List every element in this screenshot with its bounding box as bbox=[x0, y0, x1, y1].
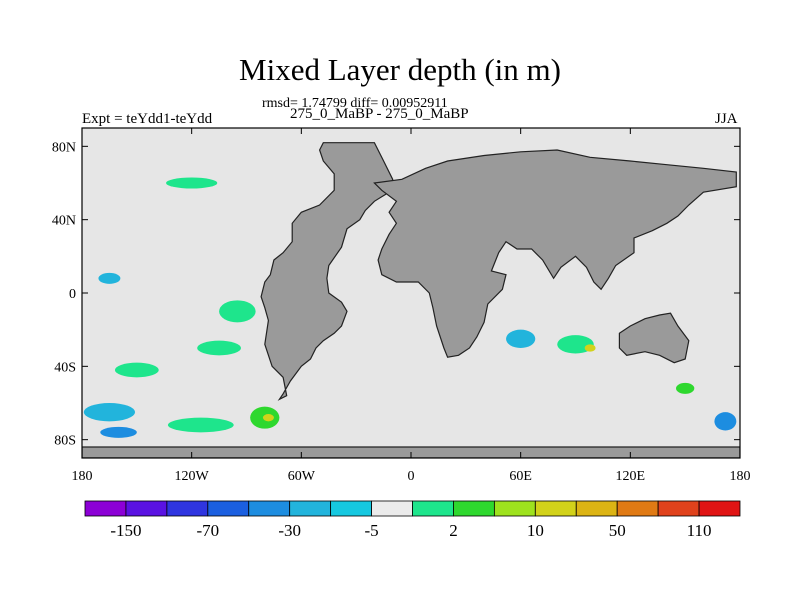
colorbar-label: -70 bbox=[196, 521, 219, 540]
y-tick-label: 40N bbox=[52, 214, 76, 229]
colorbar-box bbox=[289, 500, 332, 517]
colorbar-box bbox=[453, 500, 495, 517]
patch-west-pacific bbox=[506, 329, 536, 349]
patch-southern-ocean-2 bbox=[167, 417, 234, 433]
patch-southern-ocean-1 bbox=[83, 403, 136, 422]
patch-indian-ocean-core bbox=[584, 344, 596, 352]
x-tick-label: 180 bbox=[72, 469, 93, 484]
x-tick-label: 120E bbox=[616, 469, 646, 484]
colorbar-box bbox=[248, 500, 291, 517]
patch-southern-ocean-core bbox=[262, 414, 274, 422]
colorbar-box bbox=[534, 500, 577, 517]
colorbar-label: -150 bbox=[110, 521, 141, 540]
colorbar-box bbox=[412, 500, 454, 517]
x-tick-label: 120W bbox=[175, 469, 210, 484]
land-africa-eurasia bbox=[373, 149, 737, 358]
land-americas bbox=[260, 142, 394, 401]
x-tick-label: 60E bbox=[509, 469, 532, 484]
patch-south-pacific-2 bbox=[114, 362, 159, 378]
x-tick-label: 180 bbox=[730, 469, 751, 484]
colorbar-label: 2 bbox=[449, 521, 458, 540]
colorbar-box bbox=[84, 500, 127, 517]
y-tick-label: 80N bbox=[52, 140, 76, 155]
y-tick-label: 80S bbox=[54, 434, 76, 449]
colorbar-label: -5 bbox=[364, 521, 378, 540]
colorbar-box bbox=[330, 500, 372, 517]
rmsd-diff-stats: rmsd= 1.74799 diff= 0.00952911 bbox=[262, 96, 448, 111]
patch-southern-ocean-6 bbox=[676, 382, 695, 394]
x-tick-label: 60W bbox=[288, 469, 316, 484]
x-tick-label: 0 bbox=[408, 469, 415, 484]
patch-north-pacific bbox=[166, 177, 218, 189]
colorbar-box bbox=[371, 500, 413, 517]
chart-title: Mixed Layer depth (in m) bbox=[239, 52, 561, 87]
colorbar-box bbox=[575, 500, 618, 517]
colorbar-label: 10 bbox=[527, 521, 544, 540]
y-tick-label: 40S bbox=[54, 360, 76, 375]
land-australia bbox=[618, 312, 690, 364]
patch-south-pacific-1 bbox=[197, 340, 242, 356]
colorbar-label: -30 bbox=[278, 521, 301, 540]
y-tick-label: 0 bbox=[69, 287, 76, 302]
colorbar-box bbox=[493, 500, 536, 517]
colorbar-box bbox=[125, 500, 168, 517]
colorbar-box bbox=[657, 500, 700, 517]
colorbar-label: 50 bbox=[609, 521, 626, 540]
experiment-label: Expt = teYdd1-teYdd bbox=[82, 111, 213, 127]
patch-southern-ocean-4 bbox=[100, 426, 137, 438]
colorbar-label: 110 bbox=[687, 521, 712, 540]
colorbar-box bbox=[698, 500, 741, 517]
patch-east-pacific bbox=[219, 300, 256, 323]
patch-indian-ocean bbox=[557, 335, 594, 354]
colorbar-box bbox=[616, 500, 659, 517]
season-label: JJA bbox=[715, 111, 738, 127]
patch-southern-ocean-5 bbox=[714, 412, 737, 431]
case-subtitle: 275_0_MaBP - 275_0_MaBP bbox=[290, 106, 469, 122]
colorbar-box bbox=[207, 500, 250, 517]
patch-equatorial-pacific bbox=[98, 272, 121, 284]
colorbar-box bbox=[166, 500, 209, 517]
